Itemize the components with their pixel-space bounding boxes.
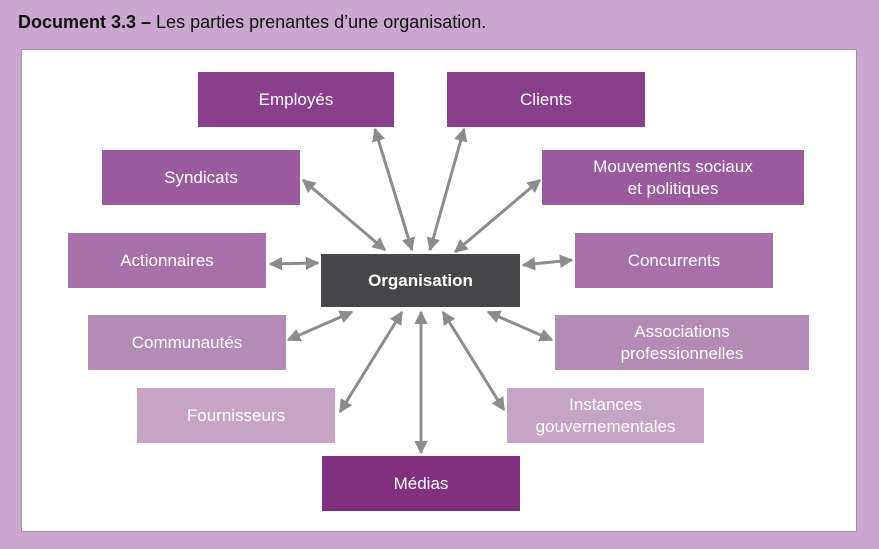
stakeholder-label: et politiques [627, 178, 719, 198]
document-number: Document 3.3 – [18, 12, 152, 32]
document-caption: Les parties prenantes d’une organisation… [151, 12, 487, 32]
stakeholder-associations: Associations professionnelles [555, 315, 809, 370]
stakeholder-medias: Médias [322, 456, 520, 511]
stakeholder-employes: Employés [198, 72, 394, 127]
stakeholder-label: Communautés [131, 332, 243, 352]
arrow-associations [486, 310, 554, 342]
organisation-label: Organisation [368, 270, 473, 290]
arrow-syndicats [301, 178, 387, 252]
stakeholder-label: Actionnaires [120, 250, 214, 270]
organisation-node: Organisation [321, 254, 520, 307]
document-title: Document 3.3 – Les parties prenantes d’u… [18, 12, 486, 33]
stakeholder-label: Associations [634, 321, 730, 341]
stakeholder-mouvements: Mouvements sociaux et politiques [542, 150, 804, 205]
stakeholder-actionnaires: Actionnaires [68, 233, 266, 288]
stakeholder-label: Instances [569, 394, 642, 414]
stakeholder-concurrents: Concurrents [575, 233, 773, 288]
stakeholder-syndicats: Syndicats [102, 150, 300, 205]
stakeholder-label: Médias [393, 473, 449, 493]
stakeholder-communautes: Communautés [88, 315, 286, 370]
stakeholder-label: professionnelles [620, 343, 744, 363]
stakeholder-fournisseurs: Fournisseurs [137, 388, 335, 443]
stakeholder-label: Fournisseurs [186, 405, 286, 425]
arrow-fournisseurs [338, 310, 404, 414]
arrow-concurrents [521, 254, 574, 271]
arrow-clients [426, 127, 468, 252]
arrow-communautes [286, 310, 354, 342]
arrow-mouvements [453, 178, 542, 254]
stakeholder-instances: Instances gouvernementales [507, 388, 704, 443]
arrow-instances [441, 310, 506, 412]
stakeholder-label: gouvernementales [535, 416, 676, 436]
stakeholder-label: Mouvements sociaux [593, 156, 753, 176]
stakeholder-label: Syndicats [164, 167, 238, 187]
stakeholder-label: Clients [520, 89, 572, 109]
stakeholder-clients: Clients [447, 72, 645, 127]
arrow-employes [372, 127, 415, 252]
stakeholder-label: Concurrents [627, 250, 721, 270]
stakeholder-label: Employés [258, 89, 334, 109]
arrow-actionnaires [268, 256, 320, 271]
